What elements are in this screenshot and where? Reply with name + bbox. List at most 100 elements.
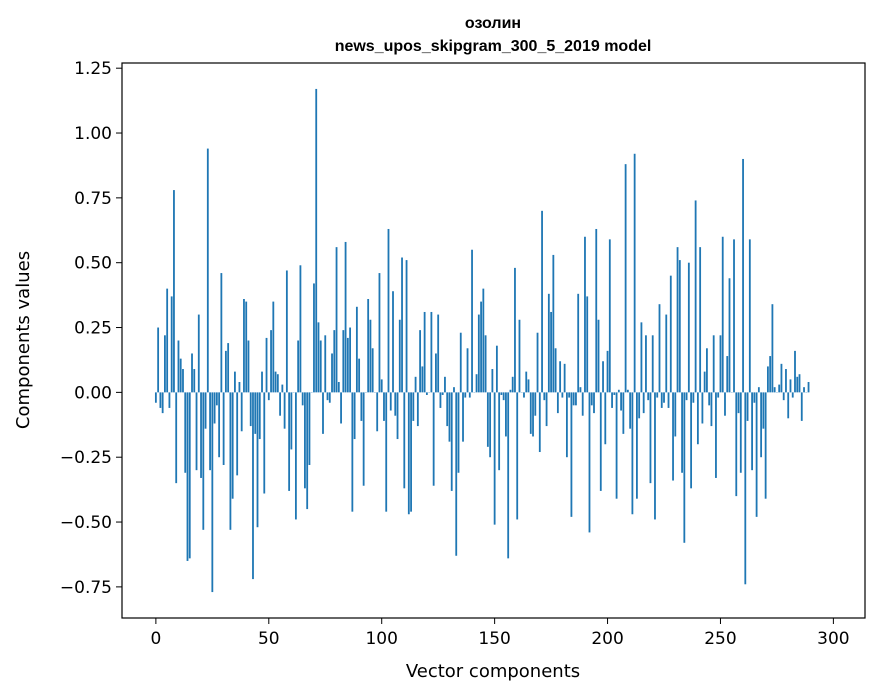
bar-166 bbox=[529, 392, 532, 434]
bar-21 bbox=[202, 392, 205, 530]
bar-195 bbox=[595, 228, 598, 393]
bar-192 bbox=[588, 392, 591, 533]
bar-206 bbox=[620, 392, 622, 411]
bar-80 bbox=[335, 247, 338, 393]
bar-56 bbox=[281, 384, 284, 393]
x-axis-label: Vector components bbox=[406, 661, 580, 682]
bar-196 bbox=[597, 319, 600, 393]
bar-277 bbox=[780, 363, 783, 393]
bar-28 bbox=[218, 392, 221, 458]
bar-227 bbox=[667, 392, 670, 408]
bar-165 bbox=[527, 379, 530, 393]
bar-181 bbox=[563, 363, 566, 393]
bar-103 bbox=[387, 228, 390, 393]
bar-268 bbox=[760, 392, 763, 458]
bar-133 bbox=[455, 392, 458, 556]
bar-91 bbox=[360, 392, 363, 421]
y-axis: −0.75 −0.50 −0.25 0.00 0.25 0.50 0.75 1.00 1.25 bbox=[60, 59, 122, 598]
bar-27 bbox=[215, 392, 218, 406]
bar-120 bbox=[425, 392, 428, 395]
bar-139 bbox=[468, 392, 471, 398]
bar-48 bbox=[263, 392, 266, 494]
bar-39 bbox=[243, 299, 245, 393]
bar-77 bbox=[328, 392, 331, 403]
bar-83 bbox=[342, 330, 345, 393]
bar-101 bbox=[383, 392, 385, 421]
chart-title: озолин bbox=[465, 15, 521, 32]
bar-187 bbox=[577, 293, 580, 393]
bar-74 bbox=[322, 392, 324, 434]
bar-123 bbox=[432, 392, 435, 486]
bar-175 bbox=[550, 311, 552, 393]
bar-177 bbox=[554, 348, 557, 393]
bar-114 bbox=[412, 392, 415, 421]
bar-234 bbox=[683, 392, 686, 543]
bar-111 bbox=[405, 260, 408, 393]
bar-210 bbox=[629, 392, 632, 429]
chart-title-block: озолин news_upos_skipgram_300_5_2019 mod… bbox=[335, 15, 652, 55]
bar-183 bbox=[568, 392, 571, 398]
bar-185 bbox=[572, 392, 575, 406]
bar-125 bbox=[437, 314, 440, 393]
bar-14 bbox=[186, 392, 189, 561]
bar-230 bbox=[674, 392, 677, 437]
bar-256 bbox=[733, 239, 735, 393]
bar-109 bbox=[401, 257, 403, 393]
bar-112 bbox=[407, 392, 410, 515]
bar-127 bbox=[441, 392, 444, 395]
bar-78 bbox=[331, 353, 333, 393]
chart-subtitle: news_upos_skipgram_300_5_2019 model bbox=[335, 38, 652, 55]
bar-128 bbox=[444, 376, 446, 393]
bar-209 bbox=[626, 389, 629, 393]
bar-176 bbox=[552, 254, 555, 393]
bar-124 bbox=[435, 353, 437, 393]
y-tick-label: 0.75 bbox=[74, 189, 112, 209]
bar-276 bbox=[778, 384, 781, 393]
bar-224 bbox=[660, 392, 663, 408]
bar-143 bbox=[477, 314, 480, 393]
bar-50 bbox=[267, 392, 270, 401]
bar-205 bbox=[617, 389, 620, 393]
bar-108 bbox=[398, 319, 401, 393]
bar-152 bbox=[498, 392, 501, 471]
bar-15 bbox=[188, 392, 191, 559]
bar-222 bbox=[656, 392, 659, 398]
bar-42 bbox=[249, 392, 252, 427]
bar-60 bbox=[290, 392, 293, 450]
bar-254 bbox=[728, 278, 731, 393]
bar-95 bbox=[369, 319, 372, 393]
bar-259 bbox=[739, 392, 742, 473]
bar-207 bbox=[622, 392, 625, 434]
bar-265 bbox=[753, 392, 756, 403]
bar-132 bbox=[453, 387, 455, 393]
y-tick-label: 0.50 bbox=[74, 254, 112, 274]
bar-225 bbox=[663, 392, 665, 403]
y-tick-label: −0.25 bbox=[60, 448, 112, 468]
bar-170 bbox=[538, 392, 541, 453]
bar-55 bbox=[279, 392, 281, 416]
bar-58 bbox=[285, 270, 288, 393]
bar-229 bbox=[672, 392, 674, 481]
bar-237 bbox=[690, 392, 693, 489]
bar-271 bbox=[766, 366, 769, 393]
bar-44 bbox=[254, 392, 257, 434]
bar-104 bbox=[389, 392, 392, 411]
x-axis: 0 50 100 150 200 250 300 bbox=[150, 618, 850, 649]
bar-201 bbox=[608, 239, 611, 393]
bar-144 bbox=[480, 301, 482, 393]
bar-267 bbox=[757, 387, 760, 393]
bar-71 bbox=[315, 88, 318, 393]
bar-154 bbox=[502, 392, 505, 401]
bar-98 bbox=[376, 392, 379, 432]
bar-18 bbox=[195, 392, 198, 471]
bar-168 bbox=[534, 392, 537, 416]
bar-155 bbox=[505, 392, 507, 437]
bar-40 bbox=[245, 301, 248, 393]
bar-75 bbox=[324, 335, 327, 393]
bar-86 bbox=[349, 327, 351, 393]
bar-248 bbox=[715, 392, 717, 478]
bar-126 bbox=[439, 392, 442, 408]
bar-57 bbox=[283, 392, 286, 429]
bar-117 bbox=[419, 330, 422, 393]
bar-94 bbox=[367, 299, 370, 393]
